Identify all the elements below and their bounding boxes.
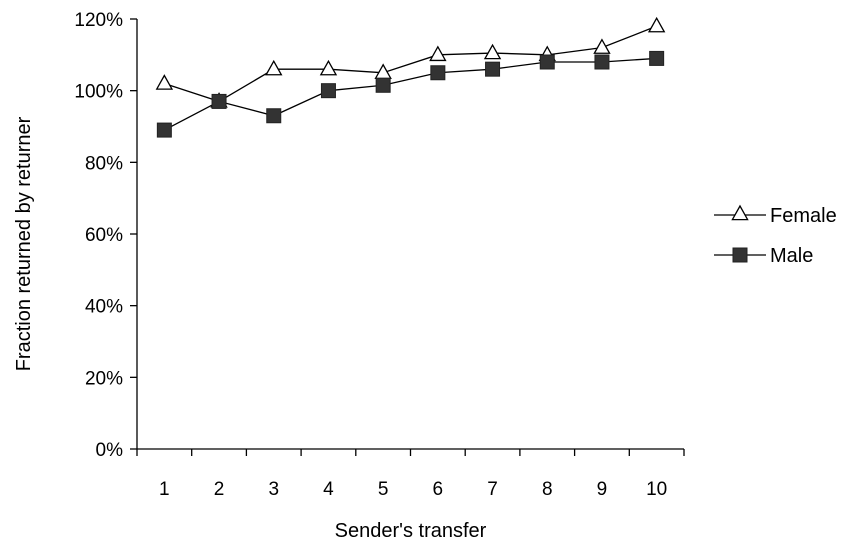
x-tick-label: 8: [542, 479, 553, 500]
data-point-female: [483, 43, 502, 60]
y-tick-label: 40%: [85, 297, 123, 318]
data-point-female: [155, 74, 174, 90]
data-point-male: [211, 93, 227, 109]
y-tick-label: 60%: [85, 225, 123, 246]
x-tick-label: 6: [433, 479, 444, 500]
x-tick-label: 3: [268, 479, 279, 500]
data-point-male: [156, 122, 172, 138]
data-point-male: [649, 50, 665, 66]
x-tick-label: 7: [487, 479, 498, 500]
data-point-male: [266, 108, 282, 124]
data-point-male: [485, 61, 501, 77]
x-tick-label: 2: [214, 479, 225, 500]
data-point-male: [375, 77, 391, 93]
data-point-male: [320, 83, 336, 99]
series-layer: [155, 16, 666, 138]
x-tick-label: 10: [646, 479, 667, 500]
series-line-male: [164, 57, 657, 131]
data-point-female: [429, 45, 447, 62]
data-point-female: [265, 59, 283, 76]
y-tick-label: 20%: [85, 368, 123, 389]
x-tick-label: 4: [323, 479, 334, 500]
y-tick-label: 0%: [96, 440, 124, 461]
data-point-male: [539, 54, 555, 70]
axes: 0% 20% 40% 60% 80% 100% 120% 1 2 3 4 5 6 7 8 9 10: [74, 10, 685, 500]
legend-marker-male: [732, 247, 748, 263]
y-tick-label: 80%: [85, 153, 123, 174]
legend-label-male: Male: [770, 245, 813, 267]
y-tick-label: 100%: [74, 82, 123, 103]
y-tick-label: 120%: [74, 10, 123, 31]
legend-marker-female: [731, 204, 749, 221]
series-line-female: [164, 25, 657, 103]
data-point-male: [594, 54, 610, 70]
x-tick-label: 1: [159, 479, 170, 500]
data-point-male: [430, 65, 446, 81]
y-axis-title: Fraction returned by returner: [13, 116, 35, 371]
data-point-female: [319, 59, 338, 76]
x-axis-title: Sender's transfer: [335, 520, 487, 542]
x-tick-label: 9: [597, 479, 608, 500]
data-point-female: [593, 38, 611, 54]
legend-label-female: Female: [770, 205, 837, 227]
x-tick-label: 5: [378, 479, 389, 500]
legend: Female Male: [714, 204, 837, 267]
series-male: [156, 50, 665, 138]
data-point-female: [647, 16, 666, 33]
